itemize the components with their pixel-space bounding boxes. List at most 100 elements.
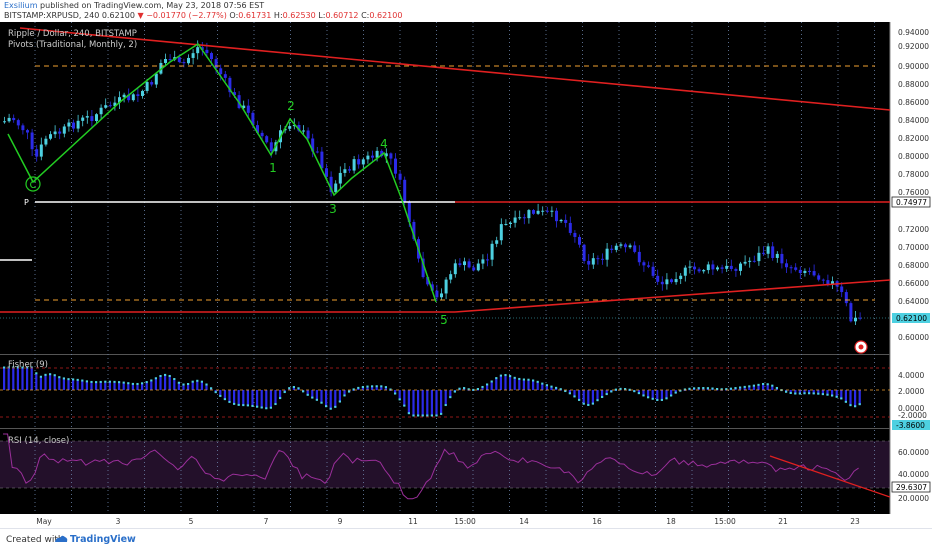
fisher-bar [136, 384, 139, 390]
wave-3-label: 3 [329, 202, 337, 216]
author-link[interactable]: Exsilium [4, 1, 38, 10]
wave-2-label: 2 [287, 99, 295, 113]
high-value: 0.62530 [282, 11, 316, 20]
fisher-signal-dot [430, 414, 433, 417]
fisher-bar [509, 376, 512, 390]
fisher-signal-dot [85, 380, 88, 383]
candle-body [490, 243, 494, 260]
fisher-signal-dot [269, 406, 272, 409]
fisher-signal-dot [311, 396, 314, 399]
fisher-bar [269, 390, 272, 409]
candle-body [647, 265, 650, 267]
fisher-bar [417, 390, 420, 416]
candle-body [601, 258, 604, 260]
fisher-signal-dot [647, 396, 650, 399]
fisher-signal-dot [679, 389, 682, 392]
tradingview-logo-icon [55, 535, 68, 542]
candle-body [587, 260, 591, 265]
time-label: 14 [519, 517, 529, 526]
fisher-bar [95, 382, 98, 390]
fisher-bar [596, 390, 599, 401]
fisher-signal-dot [214, 391, 217, 394]
fisher-bar [265, 390, 268, 409]
fisher-signal-dot [596, 399, 599, 402]
fisher-signal-dot [435, 414, 438, 417]
fisher-signal-dot [357, 386, 360, 389]
rsi-tick: 40.0000 [898, 470, 929, 479]
elliott-wave-path [7, 42, 437, 303]
fisher-signal-dot [812, 392, 815, 395]
fisher-signal-dot [849, 404, 852, 407]
fisher-bar [311, 390, 314, 399]
candle-body [660, 281, 664, 285]
fisher-bar [499, 376, 502, 390]
fisher-signal-dot [798, 392, 801, 395]
chart-area[interactable]: C 1 2 3 4 5 Ripple / Dollar, 240, BITSTA… [0, 22, 932, 527]
fisher-bar [573, 390, 576, 397]
fisher-bar [72, 379, 75, 390]
fisher-signal-dot [674, 391, 677, 394]
fisher-signal-dot [670, 394, 673, 397]
fisher-signal-dot [113, 380, 116, 383]
fisher-bar [651, 390, 654, 400]
fisher-value-tag [892, 420, 930, 430]
fisher-signal-dot [766, 383, 769, 386]
fisher-signal-dot [72, 378, 75, 381]
fisher-bar [16, 368, 19, 390]
fisher-signal-dot [854, 405, 857, 408]
fisher-bar [578, 390, 581, 401]
candle-body [168, 59, 172, 61]
fisher-signal-dot [7, 366, 10, 369]
fisher-signal-dot [656, 398, 659, 401]
fisher-bar [246, 390, 249, 406]
candle-body [145, 82, 149, 91]
main-pane-title: Ripple / Dollar, 240, BITSTAMP [8, 29, 137, 39]
price-axis[interactable] [890, 22, 932, 514]
fisher-bar [739, 387, 742, 390]
candle-body [3, 121, 6, 123]
tradingview-brand-link[interactable]: TradingView [70, 534, 136, 545]
candle-body [426, 277, 430, 285]
candle-body [509, 222, 512, 224]
chart-canvas[interactable]: C 1 2 3 4 5 Ripple / Dollar, 240, BITSTA… [0, 22, 932, 527]
candle-body [348, 169, 351, 171]
fisher-signal-dot [582, 402, 585, 405]
candle-body [288, 126, 292, 129]
price-tick: 0.90000 [898, 62, 929, 71]
fisher-bar [173, 379, 176, 390]
fisher-bar [803, 390, 806, 394]
fisher-bar [58, 377, 61, 390]
fisher-signal-dot [210, 387, 213, 390]
fisher-signal-dot [320, 401, 323, 404]
fisher-signal-dot [725, 388, 728, 391]
fisher-bar [550, 387, 553, 390]
fisher-bar [371, 386, 374, 390]
fisher-signal-dot [628, 388, 631, 391]
candle-body [702, 270, 706, 272]
fisher-signal-dot [352, 388, 355, 391]
fisher-signal-dot [624, 388, 627, 391]
candle-body [449, 274, 453, 280]
price-ticks: 0.94000 0.92000 0.90000 0.88000 0.86000 … [898, 28, 929, 342]
candle-body [582, 244, 586, 261]
candle-body [361, 159, 365, 165]
fisher-bar [775, 388, 778, 390]
fisher-bar [49, 374, 52, 390]
fisher-bar [513, 378, 516, 390]
fisher-signal-dot [95, 381, 98, 384]
candle-body [642, 262, 646, 266]
fisher-signal-dot [858, 403, 861, 406]
wave-c-label: C [30, 180, 37, 191]
candle-body [389, 153, 393, 159]
rsi-tick: 20.0000 [898, 494, 929, 503]
time-axis[interactable] [0, 514, 932, 527]
time-label: 7 [264, 517, 269, 526]
candle-body [573, 232, 577, 237]
candle-body [159, 62, 163, 74]
fisher-bar [587, 390, 590, 406]
fisher-bar [108, 382, 111, 390]
candle-body [334, 183, 338, 193]
price-tick: 0.82000 [898, 134, 929, 143]
fisher-signal-dot [118, 381, 121, 384]
fisher-bar [357, 388, 360, 390]
